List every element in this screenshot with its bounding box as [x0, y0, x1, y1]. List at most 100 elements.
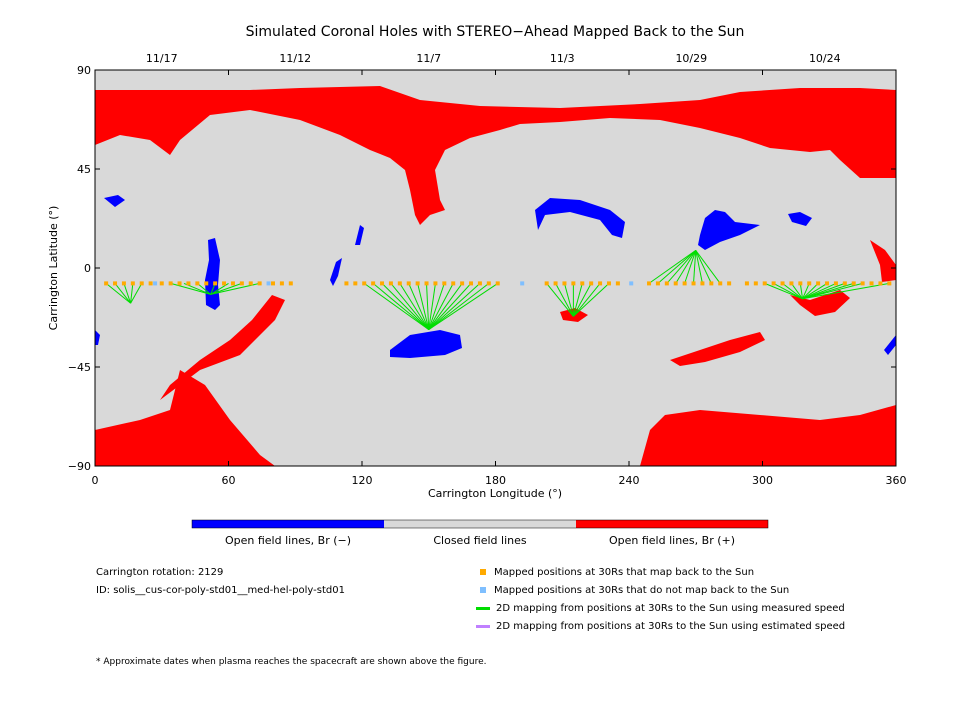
date-tick-label: 11/7 — [416, 52, 441, 65]
mapped-point — [598, 281, 603, 286]
legend-orange-points: Mapped positions at 30Rs that map back t… — [480, 567, 754, 579]
unmapped-point — [520, 281, 525, 286]
mapping-line — [372, 283, 430, 330]
mapping-line — [105, 283, 131, 304]
mapped-point — [397, 281, 402, 286]
footnote: * Approximate dates when plasma reaches … — [96, 657, 487, 667]
colorbar-segment — [192, 520, 384, 528]
mapping-line — [773, 282, 803, 300]
mapped-point — [869, 281, 874, 286]
mapped-point — [842, 281, 847, 286]
mapped-point — [709, 281, 714, 286]
mapped-point — [186, 281, 191, 286]
negative-patch-far-left — [104, 195, 125, 207]
mapped-point — [424, 281, 429, 286]
green-line-icon — [476, 606, 490, 610]
unmapped-point — [153, 281, 158, 286]
mapping-line — [648, 249, 697, 284]
mapping-line — [802, 282, 828, 300]
mapped-point — [139, 281, 144, 286]
mapped-point — [130, 281, 135, 286]
mapped-point — [798, 281, 803, 286]
mapped-point — [727, 281, 732, 286]
mapped-point — [113, 281, 118, 286]
mapping-line — [563, 283, 574, 317]
mapped-point — [477, 281, 482, 286]
mapping-line — [114, 283, 131, 304]
mapping-line — [417, 283, 430, 330]
mapping-line — [555, 283, 574, 317]
x-tick-label: 120 — [352, 474, 373, 487]
unmapped-point — [266, 281, 271, 286]
x-tick-label: 60 — [222, 474, 236, 487]
mapping-line — [428, 283, 490, 330]
colorbar: Open field lines, Br (−) Closed field lin… — [191, 519, 769, 547]
mapping-line — [695, 250, 703, 284]
mapping-line — [390, 283, 430, 330]
positive-patch-edge — [870, 240, 896, 282]
carrington-rotation-text: Carrington rotation: 2129 — [96, 567, 224, 578]
date-tick-label: 11/12 — [279, 52, 311, 65]
colorbar-label: Open field lines, Br (+) — [609, 534, 735, 547]
mapped-point — [682, 281, 687, 286]
mapping-line — [197, 283, 212, 295]
colorbar-segment — [576, 520, 768, 528]
x-tick-label: 360 — [886, 474, 907, 487]
legend-label: Mapped positions at 30Rs that map back t… — [494, 567, 755, 578]
mapped-point — [647, 281, 652, 286]
mapping-line — [782, 283, 803, 300]
negative-hole-near-315 — [788, 212, 812, 226]
model-id-text: ID: solis__cus-cor-poly-std01__med-hel-p… — [96, 585, 345, 596]
legend-label: Mapped positions at 30Rs that do not map… — [494, 585, 790, 596]
mapping-line — [428, 283, 481, 330]
mapped-point — [230, 281, 235, 286]
mapped-point — [415, 281, 420, 286]
mapped-point — [789, 281, 794, 286]
mapping-line — [170, 282, 211, 295]
mapping-lines — [105, 249, 890, 331]
legend-measured-line: 2D mapping from positions at 30Rs to the… — [476, 603, 845, 615]
mapped-point — [362, 281, 367, 286]
negative-hole-near-275 — [698, 210, 760, 250]
chart-title: Simulated Coronal Holes with STEREO−Ahea… — [246, 24, 745, 40]
mapped-point — [780, 281, 785, 286]
legend-estimated-line: 2D mapping from positions at 30Rs to the… — [476, 621, 845, 633]
mapped-point — [571, 281, 576, 286]
mapping-line — [695, 250, 721, 284]
mapped-point — [344, 281, 349, 286]
mapped-point — [887, 281, 892, 286]
mapped-point — [580, 281, 585, 286]
y-tick-label: 45 — [77, 163, 91, 176]
mapping-line — [363, 282, 430, 331]
mapped-point — [433, 281, 438, 286]
mapped-point — [655, 281, 660, 286]
mapped-point — [288, 281, 293, 286]
mapping-line — [428, 283, 445, 330]
legend-label: 2D mapping from positions at 30Rs to the… — [496, 621, 846, 632]
mapped-point — [562, 281, 567, 286]
mapped-point — [388, 281, 393, 286]
mapping-line — [693, 250, 697, 284]
mapping-line — [130, 283, 134, 304]
y-tick-label: −45 — [68, 361, 91, 374]
mapped-point — [664, 281, 669, 286]
negative-open-regions — [95, 195, 896, 358]
colorbar-label: Open field lines, Br (−) — [225, 534, 351, 547]
purple-line-icon — [476, 624, 490, 628]
y-tick-label: 0 — [84, 262, 91, 275]
mapping-line — [546, 283, 574, 317]
mapping-line — [123, 283, 132, 304]
north-positive-region — [95, 86, 896, 225]
mapping-line — [428, 283, 454, 330]
mapping-line — [802, 282, 863, 300]
date-tick-label: 11/17 — [146, 52, 178, 65]
mapped-point — [353, 281, 358, 286]
mapping-line — [572, 283, 601, 317]
mapped-point — [451, 281, 456, 286]
date-tick-label: 11/3 — [550, 52, 575, 65]
colorbar-frame — [191, 519, 769, 529]
mapped-point — [239, 281, 244, 286]
mapped-point — [807, 281, 812, 286]
date-tick-label: 10/24 — [809, 52, 841, 65]
mapped-point — [279, 281, 284, 286]
